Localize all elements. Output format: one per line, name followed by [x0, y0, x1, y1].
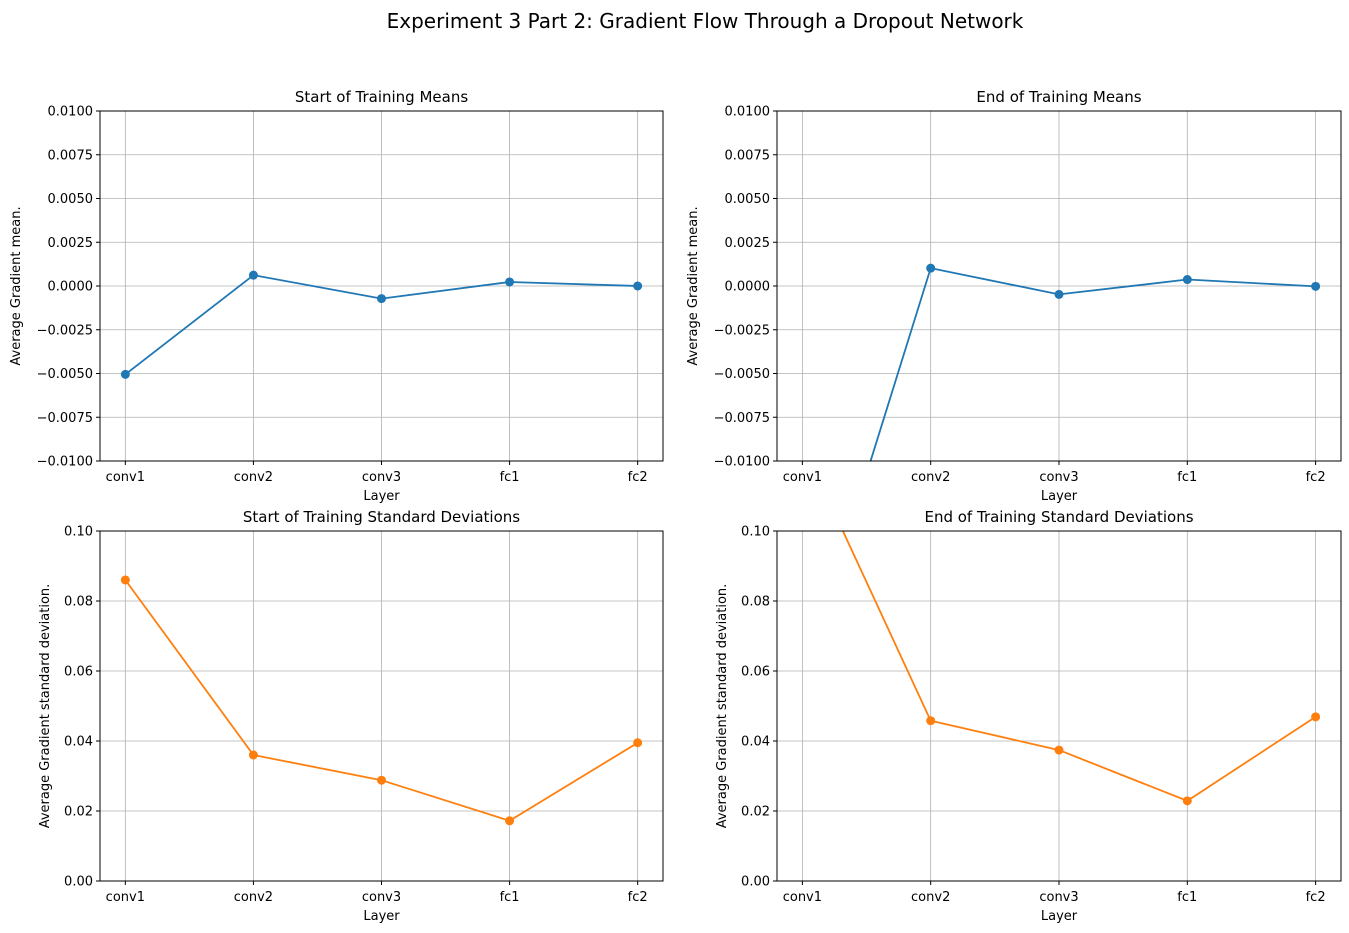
plot-area [869, 263, 1321, 461]
x-tick-label: fc2 [1306, 470, 1326, 485]
subplot-end-stds: conv1 conv2 conv3 fc1 fc2 0.00 0.02 0.04 0.06 0.0… [715, 508, 1342, 924]
x-tick-label: fc1 [500, 890, 520, 905]
subplot-title: Start of Training Standard Deviations [243, 508, 520, 526]
x-tick-label: conv1 [783, 890, 822, 905]
axes-frame [99, 110, 664, 462]
x-tick-label: fc2 [628, 470, 648, 485]
y-tick-label: 0.0025 [48, 236, 94, 251]
y-axis-label: Average Gradient mean. [686, 206, 701, 365]
y-tick-label: 0.0075 [725, 148, 771, 163]
data-point-fc2 [1311, 281, 1321, 291]
data-point-conv2 [248, 270, 258, 280]
subplot-end-means: conv1 conv2 conv3 fc1 fc2 −0.0100 −0.0075 −0.00… [686, 88, 1342, 504]
subplot-title: End of Training Means [976, 88, 1141, 106]
x-tick-label: conv3 [1039, 890, 1078, 905]
x-tick-label: conv2 [234, 890, 273, 905]
data-point-conv3 [1054, 745, 1064, 755]
x-tick-label: conv2 [234, 470, 273, 485]
y-tick-label: 0.06 [741, 665, 770, 680]
y-tick-label: 0.04 [64, 735, 93, 750]
data-point-conv2 [248, 750, 258, 760]
axes-frame [776, 110, 1342, 462]
y-tick-label: −0.0100 [37, 455, 93, 470]
data-point-fc1 [1182, 796, 1192, 806]
x-axis-label: Layer [363, 489, 400, 504]
y-tick-label: 0.0100 [48, 105, 94, 120]
x-tick-label: conv3 [362, 470, 401, 485]
subplot-title: End of Training Standard Deviations [924, 508, 1193, 526]
data-point-fc1 [1182, 275, 1192, 285]
y-tick-label: 0.10 [741, 525, 770, 540]
y-tick-label: 0.04 [741, 735, 770, 750]
y-tick-label: 0.0100 [725, 105, 771, 120]
data-point-conv2 [926, 716, 936, 726]
y-tick-label: 0.0050 [48, 192, 94, 207]
y-tick-label: 0.02 [741, 805, 770, 820]
data-point-conv1 [120, 369, 130, 379]
x-tick-label: fc2 [1306, 890, 1326, 905]
y-axis-label: Average Gradient standard deviation. [715, 584, 730, 829]
x-tick-label: conv3 [1039, 470, 1078, 485]
data-point-fc2 [633, 738, 643, 748]
x-tick-label: conv1 [106, 470, 145, 485]
x-tick-label: fc2 [628, 890, 648, 905]
y-tick-label: −0.0075 [37, 411, 93, 426]
data-point-conv2 [926, 263, 936, 273]
x-tick-label: conv1 [783, 470, 822, 485]
x-tick-label: conv1 [106, 890, 145, 905]
x-axis-label: Layer [1041, 489, 1078, 504]
x-axis-label: Layer [1041, 909, 1078, 924]
y-tick-label: 0.06 [64, 665, 93, 680]
x-tick-label: conv2 [911, 890, 950, 905]
axes-frame [776, 530, 1342, 882]
subplot-title: Start of Training Means [295, 88, 468, 106]
x-tick-label: fc1 [1177, 470, 1197, 485]
y-tick-label: −0.0025 [714, 323, 770, 338]
x-tick-label: conv3 [362, 890, 401, 905]
x-tick-label: fc1 [1177, 890, 1197, 905]
y-tick-label: 0.00 [741, 875, 770, 890]
y-tick-label: 0.0075 [48, 148, 94, 163]
plot-area [120, 575, 643, 826]
y-tick-label: −0.0050 [37, 367, 93, 382]
y-tick-label: 0.02 [64, 805, 93, 820]
y-axis-label: Average Gradient mean. [9, 206, 24, 365]
plot-area [841, 531, 1321, 806]
data-point-fc1 [505, 816, 515, 826]
subplot-start-means: conv1 conv2 conv3 fc1 fc2 −0.0100 −0.0075 −0.00… [9, 88, 664, 504]
axes-frame [99, 530, 664, 882]
x-tick-label: fc1 [500, 470, 520, 485]
x-axis-label: Layer [363, 909, 400, 924]
subplot-start-stds: conv1 conv2 conv3 fc1 fc2 0.00 0.02 0.04 0.06 0.0… [38, 508, 664, 924]
y-tick-label: 0.00 [64, 875, 93, 890]
plot-area [120, 270, 643, 379]
y-tick-label: 0.10 [64, 525, 93, 540]
y-axis-label: Average Gradient standard deviation. [38, 584, 53, 829]
figure-title: Experiment 3 Part 2: Gradient Flow Throu… [387, 9, 1024, 33]
data-point-conv1 [120, 575, 130, 585]
y-tick-label: 0.0050 [725, 192, 771, 207]
y-tick-label: −0.0075 [714, 411, 770, 426]
y-tick-label: −0.0050 [714, 367, 770, 382]
data-point-conv3 [377, 775, 386, 785]
data-point-fc2 [633, 281, 643, 291]
y-tick-label: −0.0100 [714, 455, 770, 470]
subplots: conv1 conv2 conv3 fc1 fc2 −0.0100 −0.0075 −0.00… [9, 88, 1342, 924]
data-point-fc1 [505, 277, 515, 287]
y-tick-label: 0.08 [64, 595, 93, 610]
x-tick-label: conv2 [911, 470, 950, 485]
y-tick-label: 0.0000 [725, 280, 771, 295]
y-tick-label: −0.0025 [37, 323, 93, 338]
y-tick-label: 0.0025 [725, 236, 771, 251]
y-tick-label: 0.0000 [48, 280, 94, 295]
y-tick-label: 0.08 [741, 595, 770, 610]
data-point-fc2 [1311, 712, 1321, 722]
data-point-conv3 [1054, 289, 1064, 299]
data-point-conv3 [377, 294, 386, 304]
